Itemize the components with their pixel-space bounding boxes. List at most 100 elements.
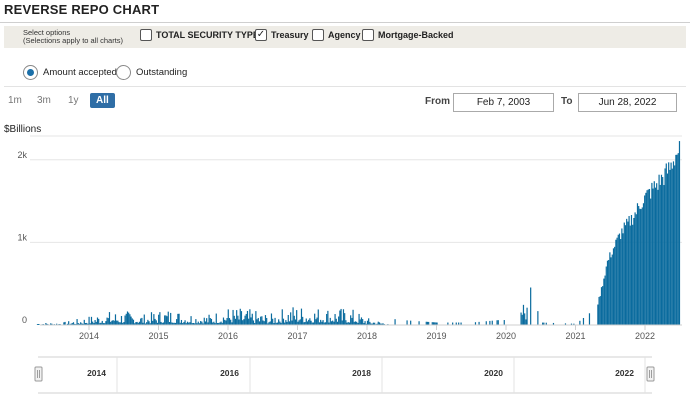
chart-bar [603, 278, 605, 325]
chart-bar [260, 316, 262, 325]
chart-bar [117, 320, 119, 325]
chart-bar [218, 322, 220, 325]
chart-bar [78, 323, 81, 325]
chart-bar [162, 322, 165, 325]
chart-bar [294, 319, 297, 325]
chart-bar [599, 296, 601, 325]
chart-bar [327, 310, 329, 325]
chart-bar [525, 319, 527, 325]
checkbox-agency[interactable]: Agency [312, 29, 361, 41]
chart-bar [288, 321, 291, 325]
chart-bar [207, 322, 209, 325]
chart-bar [70, 323, 72, 325]
chart-bar [357, 322, 359, 325]
checkbox-box[interactable] [362, 29, 374, 41]
chart-bar [669, 169, 671, 325]
chart-bar [526, 307, 528, 325]
chart-bar [350, 315, 352, 325]
chart-bar [137, 322, 139, 325]
chart-bar [320, 319, 322, 325]
range-1m-button[interactable]: 1m [8, 95, 22, 106]
range-1y-button[interactable]: 1y [68, 95, 79, 106]
navigator-left-handle[interactable] [34, 366, 43, 382]
chart-bar [606, 260, 609, 325]
chart-bar [617, 234, 619, 325]
chart-bar [632, 224, 634, 325]
chart-bar [410, 320, 412, 325]
chart-bar [98, 318, 100, 325]
chart-bar [447, 322, 449, 325]
chart-bar [670, 162, 672, 325]
chart-bar [254, 322, 256, 325]
chart-bar [306, 321, 309, 325]
chart-bar [653, 181, 655, 325]
chart-bar [45, 323, 47, 325]
chart-bar [246, 310, 249, 325]
chart-bar [206, 318, 208, 325]
chart-bar [474, 322, 477, 325]
to-date-input[interactable]: Jun 28, 2022 [578, 93, 677, 112]
range-all-button[interactable]: All [90, 93, 115, 108]
chart-bar [105, 321, 107, 325]
chart-bar [297, 321, 299, 325]
chart-bar [135, 322, 137, 325]
chart-bar [659, 184, 661, 325]
chart-bar [381, 323, 383, 325]
chart-bar [312, 322, 315, 325]
chart-bar [485, 321, 487, 325]
chart-bar [503, 320, 505, 325]
chart-bar [182, 323, 184, 325]
y-axis-unit-label: $Billions [4, 124, 42, 135]
from-date-input[interactable]: Feb 7, 2003 [453, 93, 554, 112]
chart-bar [478, 321, 480, 325]
chart-bar [491, 320, 493, 325]
range-3m-button[interactable]: 3m [37, 95, 51, 106]
chart-bar [219, 322, 221, 325]
chart-bar [214, 323, 216, 325]
chart-bar [195, 319, 197, 325]
chart-bar [84, 323, 87, 325]
chart-bar [624, 225, 627, 325]
chart-bar [266, 317, 268, 325]
radio-unselected-icon[interactable] [116, 65, 131, 80]
chart-bar [108, 312, 111, 325]
chart-bar [371, 323, 373, 325]
chart-bar [71, 323, 73, 325]
chart-bar [622, 233, 624, 325]
checkmark-icon[interactable]: ✓ [255, 29, 267, 41]
chart-bar [370, 323, 372, 325]
chart-bar [107, 318, 109, 325]
checkbox-box[interactable] [140, 29, 152, 41]
chart-bar [50, 323, 52, 325]
chart-bar [530, 287, 532, 325]
chart-bar [143, 314, 145, 325]
chart-bar [639, 208, 641, 325]
chart-bar [431, 322, 433, 325]
radio-amount-accepted[interactable]: Amount accepted [23, 65, 117, 80]
divider [4, 86, 686, 87]
chart-bar [131, 318, 133, 325]
chart-bar [239, 308, 241, 325]
chart-bar [123, 322, 125, 325]
chart-bar [126, 311, 129, 325]
chart-bar [298, 320, 300, 325]
checkbox-total-security-types[interactable]: TOTAL SECURITY TYPES [140, 29, 265, 41]
chart-bar [189, 322, 191, 325]
checkbox-box[interactable] [312, 29, 324, 41]
chart-bar [250, 317, 252, 325]
radio-outstanding[interactable]: Outstanding [116, 65, 187, 80]
chart-bar [326, 313, 328, 325]
chart-bar [279, 321, 281, 325]
navigator-right-handle[interactable] [646, 366, 655, 382]
chart-bar [656, 183, 658, 325]
chart-bar [165, 315, 167, 325]
checkbox-mortgage-backed[interactable]: Mortgage-Backed [362, 29, 454, 41]
chart-bar [77, 323, 79, 325]
checkbox-treasury[interactable]: ✓ Treasury [255, 29, 309, 41]
chart-bar [275, 322, 277, 325]
chart-bar [434, 322, 436, 325]
chart-bar [66, 323, 69, 325]
chart-bar [243, 319, 245, 325]
chart-bar [284, 322, 286, 325]
radio-selected-icon[interactable] [23, 65, 38, 80]
